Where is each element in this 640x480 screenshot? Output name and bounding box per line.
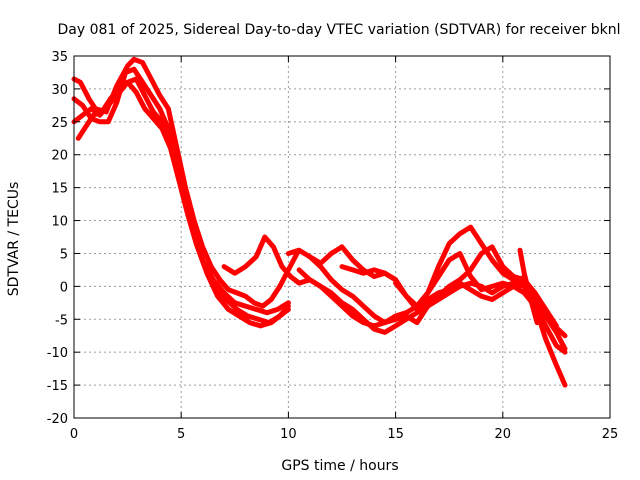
y-tick-label: 5 bbox=[60, 247, 68, 262]
series-line-track-11 bbox=[517, 247, 568, 339]
series-line-track-10 bbox=[393, 274, 527, 312]
chart-title: Day 081 of 2025, Sidereal Day-to-day VTE… bbox=[58, 22, 621, 38]
y-tick-label: -5 bbox=[55, 313, 68, 328]
y-tick-label: 25 bbox=[51, 116, 68, 131]
y-tick-label: 15 bbox=[51, 182, 68, 197]
y-tick-label: 35 bbox=[51, 50, 68, 65]
y-tick-label: -10 bbox=[47, 346, 68, 361]
ticks: 0 5 10 15 20 25 -20 -15 -10 -5 0 5 10 15 20 25 30 35 bbox=[47, 50, 619, 442]
series-line-track-9 bbox=[339, 264, 399, 283]
y-tick-label: 10 bbox=[51, 215, 68, 230]
x-axis-label: GPS time / hours bbox=[281, 458, 398, 474]
y-tick-label: -15 bbox=[47, 379, 68, 394]
series-layer bbox=[71, 56, 568, 388]
y-tick-label: 0 bbox=[60, 280, 68, 295]
x-tick-label: 0 bbox=[70, 427, 78, 442]
x-tick-label: 10 bbox=[280, 427, 297, 442]
x-tick-label: 20 bbox=[495, 427, 512, 442]
plot-frame bbox=[73, 55, 611, 419]
y-tick-label: -20 bbox=[47, 412, 68, 427]
y-tick-label: 30 bbox=[51, 83, 68, 98]
y-axis-label: SDTVAR / TECUs bbox=[6, 182, 22, 297]
x-tick-label: 5 bbox=[177, 427, 185, 442]
x-tick-label: 15 bbox=[387, 427, 404, 442]
x-tick-label: 25 bbox=[602, 427, 619, 442]
y-tick-label: 20 bbox=[51, 149, 68, 164]
series-line-track-4 bbox=[75, 79, 291, 329]
series-line-track-8 bbox=[307, 244, 559, 329]
series-line-track-1 bbox=[71, 56, 300, 309]
